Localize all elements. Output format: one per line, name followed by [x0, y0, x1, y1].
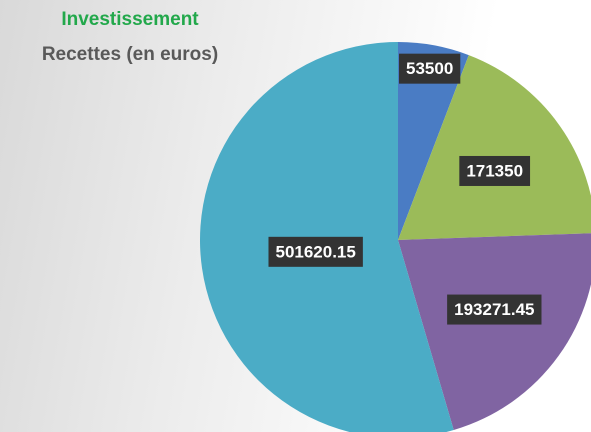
chart-title: Investissement	[61, 9, 199, 30]
pie-slice	[398, 42, 469, 240]
label-box	[459, 155, 531, 186]
pie-slice	[398, 233, 591, 431]
data-label: 53500	[406, 59, 453, 78]
chart-subtitle: Recettes (en euros)	[42, 44, 218, 65]
data-label: 193271.45	[454, 300, 534, 319]
label-box	[399, 53, 461, 84]
data-label: 171350	[466, 161, 523, 180]
data-label: 501620.15	[275, 242, 355, 261]
label-box	[447, 294, 542, 325]
pie-slice	[398, 55, 591, 240]
label-box	[268, 236, 363, 267]
